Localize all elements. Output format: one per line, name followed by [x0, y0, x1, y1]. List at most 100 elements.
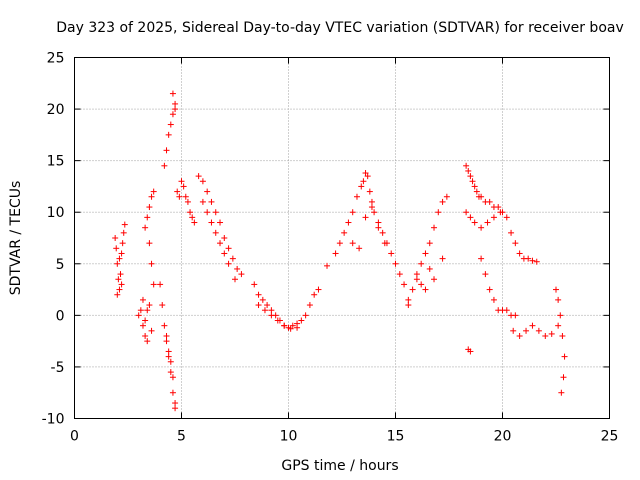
data-point	[281, 322, 288, 329]
data-point	[422, 250, 429, 257]
data-point	[261, 307, 268, 314]
data-point	[371, 209, 378, 216]
data-point	[114, 260, 121, 267]
data-point	[225, 260, 232, 267]
data-point	[478, 255, 485, 262]
data-point	[548, 330, 555, 337]
data-point	[142, 332, 149, 339]
data-point	[294, 324, 301, 331]
data-point	[401, 281, 408, 288]
data-point	[172, 106, 179, 113]
data-point	[465, 167, 472, 174]
data-point	[178, 178, 185, 185]
data-point	[482, 271, 489, 278]
data-point	[112, 235, 119, 241]
data-point	[362, 214, 369, 221]
data-point	[358, 183, 365, 190]
data-point	[146, 204, 153, 211]
y-tick-label: 25	[47, 51, 65, 67]
data-point	[533, 258, 540, 265]
data-point	[234, 265, 241, 272]
y-tick-label: 0	[56, 308, 65, 324]
data-point	[148, 327, 155, 334]
data-point	[169, 111, 176, 118]
data-point	[139, 322, 146, 329]
data-point	[375, 224, 382, 231]
data-point	[306, 302, 313, 309]
data-point	[159, 302, 166, 309]
data-point	[439, 255, 446, 262]
data-point	[559, 332, 566, 339]
data-point	[212, 229, 219, 236]
y-axis-label: SDTVAR / TECUs	[8, 181, 24, 296]
data-point	[349, 240, 356, 247]
data-point	[169, 389, 176, 396]
grid-layer	[74, 57, 610, 419]
data-point	[208, 198, 215, 205]
data-point	[353, 193, 360, 200]
data-point	[199, 198, 206, 205]
data-point	[561, 353, 568, 360]
data-point	[161, 322, 168, 329]
data-point	[167, 121, 174, 128]
data-point	[413, 271, 420, 278]
data-point	[191, 219, 198, 226]
data-point	[478, 224, 485, 231]
data-point	[298, 317, 305, 324]
data-point	[172, 400, 179, 407]
x-tick-label: 25	[601, 429, 619, 445]
data-point	[535, 327, 542, 334]
data-point	[364, 173, 371, 180]
data-point	[135, 312, 142, 319]
data-point	[150, 188, 157, 195]
data-point	[287, 325, 294, 332]
data-point	[165, 131, 172, 138]
data-point	[217, 219, 224, 226]
x-tick-label: 20	[494, 429, 512, 445]
data-point	[332, 250, 339, 257]
data-point	[289, 322, 296, 329]
data-point	[221, 235, 228, 241]
data-point	[180, 183, 187, 190]
data-point	[142, 317, 149, 324]
data-point	[490, 214, 497, 221]
data-point	[422, 286, 429, 293]
data-point	[443, 193, 450, 200]
data-point	[439, 198, 446, 205]
data-point	[523, 327, 530, 334]
data-point	[121, 221, 128, 228]
data-point	[148, 193, 155, 200]
data-point	[345, 219, 352, 226]
data-point	[315, 286, 322, 293]
data-point	[146, 302, 153, 309]
data-point	[144, 338, 151, 345]
data-point	[163, 332, 170, 339]
data-point	[463, 209, 470, 216]
data-point	[167, 369, 174, 376]
data-point	[232, 276, 238, 283]
data-point	[163, 147, 170, 154]
data-point	[142, 224, 149, 231]
data-point	[560, 374, 567, 381]
data-point	[379, 229, 386, 236]
data-point	[508, 229, 515, 236]
data-point	[557, 312, 564, 319]
data-point	[426, 240, 433, 247]
data-point	[512, 240, 519, 247]
data-point	[144, 307, 151, 314]
data-point	[255, 291, 262, 298]
data-point	[356, 245, 363, 252]
data-point	[542, 332, 549, 339]
y-tick-label: 20	[47, 102, 65, 118]
data-point	[529, 322, 536, 329]
data-point	[381, 240, 388, 247]
data-point	[503, 307, 510, 314]
data-point	[362, 170, 369, 177]
data-point	[217, 240, 224, 247]
data-point	[115, 276, 122, 283]
x-tick-label: 0	[70, 429, 79, 445]
data-point	[426, 265, 433, 272]
y-tick-label: 15	[47, 154, 65, 170]
data-point	[116, 255, 123, 262]
